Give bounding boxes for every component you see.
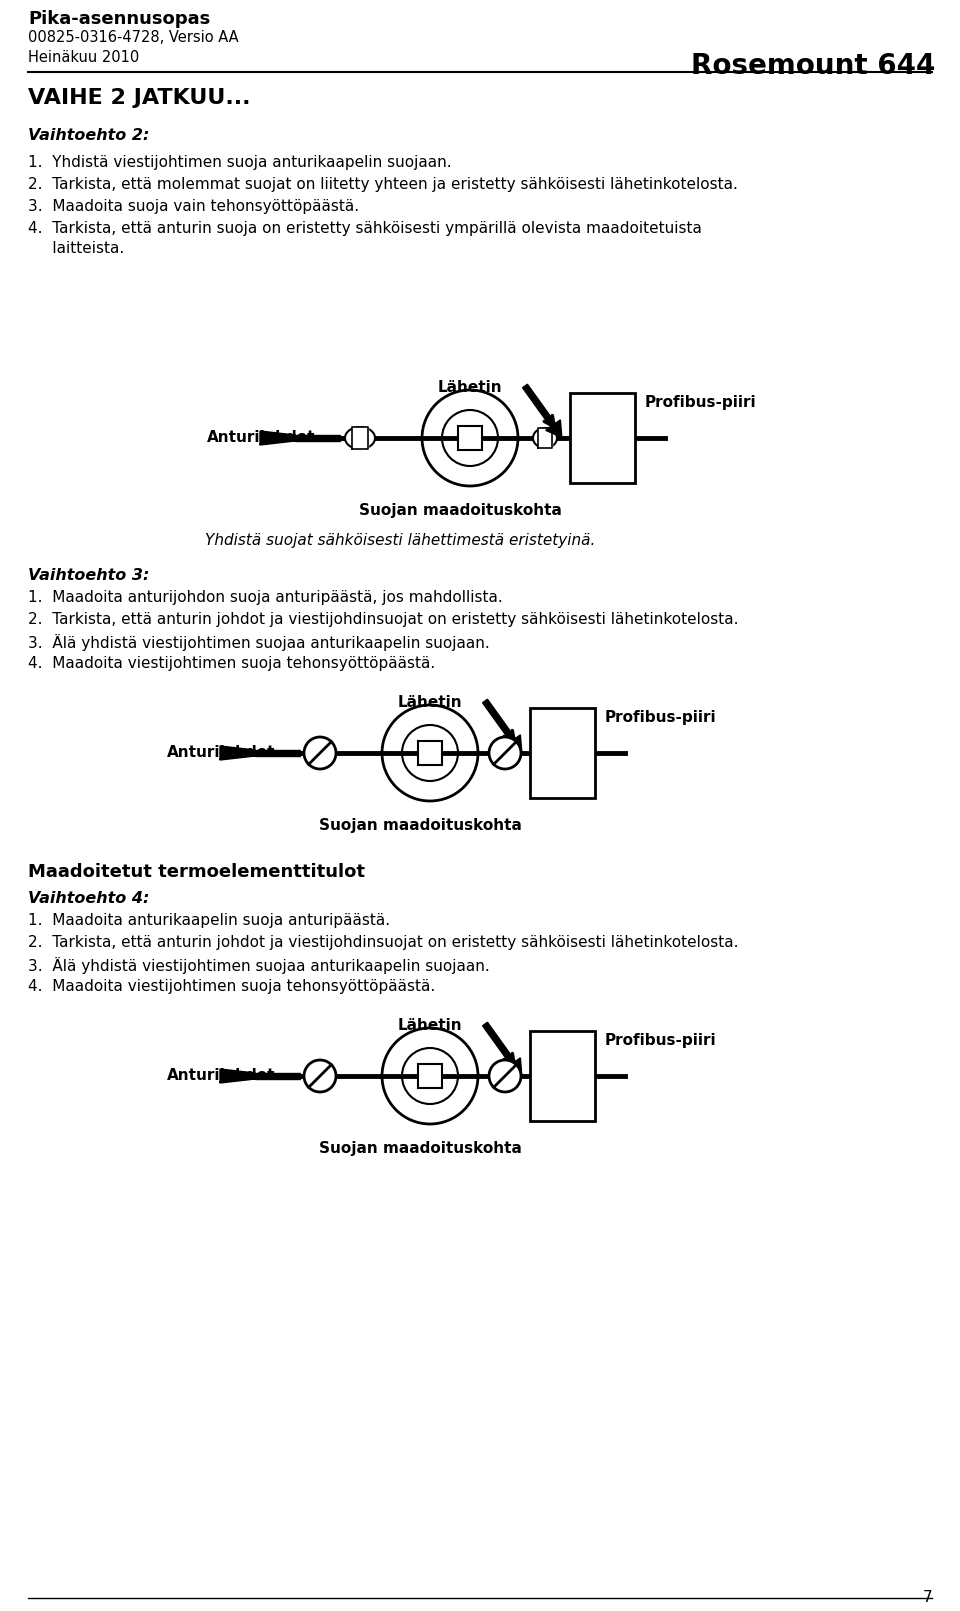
Text: 00825-0316-4728, Versio AA: 00825-0316-4728, Versio AA — [28, 31, 239, 45]
Text: laitteista.: laitteista. — [28, 242, 124, 256]
Ellipse shape — [493, 1066, 517, 1086]
Ellipse shape — [493, 743, 517, 764]
Text: 4.  Maadoita viestijohtimen suoja tehonsyöttöpäästä.: 4. Maadoita viestijohtimen suoja tehonsy… — [28, 656, 435, 672]
Bar — [570, 393, 635, 483]
Bar — [418, 741, 442, 765]
Text: VAIHE 2 JATKUU...: VAIHE 2 JATKUU... — [28, 89, 251, 108]
Text: Vaihtoehto 4:: Vaihtoehto 4: — [28, 891, 150, 905]
Text: Suojan maadoituskohta: Suojan maadoituskohta — [319, 818, 521, 833]
FancyArrow shape — [483, 699, 522, 752]
Polygon shape — [538, 429, 552, 448]
Circle shape — [489, 1060, 521, 1092]
Circle shape — [304, 736, 336, 768]
FancyArrow shape — [483, 1023, 522, 1075]
Text: Anturijohdot: Anturijohdot — [166, 1068, 275, 1083]
Ellipse shape — [305, 743, 335, 764]
Polygon shape — [260, 432, 295, 445]
FancyArrow shape — [522, 385, 562, 437]
Text: Anturijohdot: Anturijohdot — [166, 744, 275, 760]
Polygon shape — [352, 427, 368, 449]
Text: Profibus-piiri: Profibus-piiri — [645, 395, 756, 411]
Text: Lähetin: Lähetin — [438, 380, 502, 395]
Text: 7: 7 — [923, 1590, 932, 1605]
Text: Maadoitetut termoelementtitulot: Maadoitetut termoelementtitulot — [28, 863, 365, 881]
Polygon shape — [255, 1073, 300, 1079]
Polygon shape — [498, 1066, 512, 1086]
Text: 3.  Älä yhdistä viestijohtimen suojaa anturikaapelin suojaan.: 3. Älä yhdistä viestijohtimen suojaa ant… — [28, 957, 490, 975]
Text: Suojan maadoituskohta: Suojan maadoituskohta — [359, 503, 562, 519]
Text: Pika-asennusopas: Pika-asennusopas — [28, 10, 210, 27]
Bar — [530, 1031, 595, 1121]
Circle shape — [489, 736, 521, 768]
Text: 4.  Tarkista, että anturin suoja on eristetty sähköisesti ympärillä olevista maa: 4. Tarkista, että anturin suoja on erist… — [28, 221, 702, 235]
Text: 4.  Maadoita viestijohtimen suoja tehonsyöttöpäästä.: 4. Maadoita viestijohtimen suoja tehonsy… — [28, 979, 435, 994]
Text: 3.  Älä yhdistä viestijohtimen suojaa anturikaapelin suojaan.: 3. Älä yhdistä viestijohtimen suojaa ant… — [28, 635, 490, 651]
Ellipse shape — [345, 427, 375, 449]
Text: Vaihtoehto 3:: Vaihtoehto 3: — [28, 569, 150, 583]
Text: Suojan maadoituskohta: Suojan maadoituskohta — [319, 1141, 521, 1157]
Polygon shape — [295, 435, 340, 441]
Text: 1.  Yhdistä viestijohtimen suoja anturikaapelin suojaan.: 1. Yhdistä viestijohtimen suoja anturika… — [28, 155, 451, 171]
Text: 2.  Tarkista, että anturin johdot ja viestijohdinsuojat on eristetty sähköisesti: 2. Tarkista, että anturin johdot ja vies… — [28, 612, 738, 627]
Text: Lähetin: Lähetin — [397, 694, 463, 710]
Polygon shape — [220, 746, 255, 760]
Text: 2.  Tarkista, että anturin johdot ja viestijohdinsuojat on eristetty sähköisesti: 2. Tarkista, että anturin johdot ja vies… — [28, 934, 738, 950]
Polygon shape — [498, 743, 512, 764]
Text: Yhdistä suojat sähköisesti lähettimestä eristetyinä.: Yhdistä suojat sähköisesti lähettimestä … — [204, 533, 595, 548]
Text: Heinäkuu 2010: Heinäkuu 2010 — [28, 50, 139, 64]
Text: Lähetin: Lähetin — [397, 1018, 463, 1033]
Circle shape — [304, 1060, 336, 1092]
Polygon shape — [220, 1070, 255, 1083]
Bar — [530, 707, 595, 797]
Bar — [418, 1063, 442, 1087]
Polygon shape — [312, 1065, 328, 1087]
Text: Profibus-piiri: Profibus-piiri — [605, 710, 716, 725]
Text: 1.  Maadoita anturikaapelin suoja anturipäästä.: 1. Maadoita anturikaapelin suoja anturip… — [28, 913, 390, 928]
Polygon shape — [312, 743, 328, 764]
Text: 3.  Maadoita suoja vain tehonsyöttöpäästä.: 3. Maadoita suoja vain tehonsyöttöpäästä… — [28, 200, 359, 214]
Bar — [458, 425, 482, 449]
Ellipse shape — [533, 429, 557, 448]
Text: 1.  Maadoita anturijohdon suoja anturipäästä, jos mahdollista.: 1. Maadoita anturijohdon suoja anturipää… — [28, 590, 503, 606]
Text: Profibus-piiri: Profibus-piiri — [605, 1033, 716, 1049]
Text: Anturijohdot: Anturijohdot — [206, 430, 315, 445]
Text: 2.  Tarkista, että molemmat suojat on liitetty yhteen ja eristetty sähköisesti l: 2. Tarkista, että molemmat suojat on lii… — [28, 177, 738, 192]
Text: Vaihtoehto 2:: Vaihtoehto 2: — [28, 127, 150, 143]
Text: Rosemount 644: Rosemount 644 — [690, 52, 935, 81]
Ellipse shape — [305, 1065, 335, 1087]
Polygon shape — [255, 751, 300, 756]
